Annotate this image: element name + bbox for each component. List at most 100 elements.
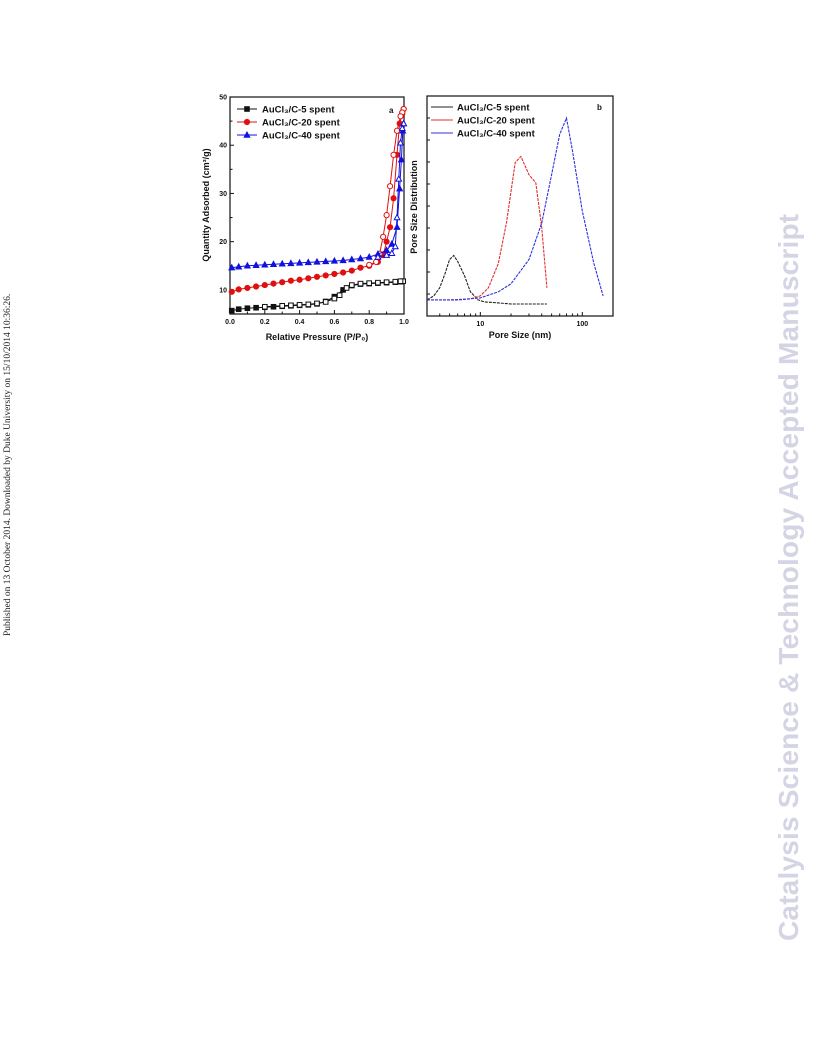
adsorption-point bbox=[253, 283, 260, 290]
desorption-point bbox=[386, 183, 394, 190]
desorption-point bbox=[343, 285, 350, 291]
desorption-point bbox=[314, 300, 320, 307]
x-tick-label-a: 0.8 bbox=[364, 319, 374, 326]
legend-label: AuCl₃/C-20 spent bbox=[262, 118, 341, 129]
desorption-point bbox=[366, 280, 372, 286]
desorption-point bbox=[357, 280, 364, 287]
desorption-point bbox=[388, 249, 396, 256]
desorption-point bbox=[296, 302, 303, 308]
desorption-point bbox=[373, 258, 380, 266]
legend-label: AuCl₃/C-5 spent bbox=[262, 105, 335, 116]
desorption-point bbox=[366, 261, 373, 268]
adsorption-point bbox=[235, 262, 243, 270]
axis-ticks-a: 0.0 0.2 0.4 0.6 0.8 1.0 10 20 30 40 50 bbox=[219, 95, 409, 327]
adsorption-point bbox=[235, 286, 242, 293]
panel-label-a: a bbox=[389, 106, 394, 115]
adsorption-point bbox=[313, 273, 321, 280]
adsorption-point bbox=[305, 275, 312, 282]
adsorption-point bbox=[295, 258, 304, 266]
adsorption-point bbox=[244, 305, 251, 312]
adsorption-point bbox=[386, 224, 394, 231]
desorption-point bbox=[380, 233, 387, 240]
desorption-point bbox=[331, 295, 338, 302]
y-axis-label-a: Quantity Adsorbed (cm³/g) bbox=[201, 148, 211, 261]
y-tick-label-a: 20 bbox=[219, 239, 227, 246]
distribution-line bbox=[426, 254, 547, 305]
desorption-point bbox=[305, 301, 312, 308]
adsorption-point bbox=[313, 257, 321, 265]
x-axis-label-a: Relative Pressure (P/P₀) bbox=[266, 332, 369, 342]
legend-label: AuCl₃/C-5 spent bbox=[457, 103, 530, 114]
adsorption-point bbox=[322, 257, 330, 265]
adsorption-point bbox=[356, 254, 365, 262]
adsorption-point bbox=[339, 256, 347, 264]
adsorption-point bbox=[270, 280, 277, 287]
adsorption-point bbox=[357, 264, 364, 271]
desorption-point bbox=[288, 302, 294, 309]
adsorption-point bbox=[261, 260, 269, 268]
adsorption-point bbox=[296, 276, 303, 283]
legend-label: AuCl₃/C-40 spent bbox=[457, 129, 536, 140]
chart-panel-a: 0.0 0.2 0.4 0.6 0.8 1.0 10 20 30 40 50 AuCl₃/C-5 s… bbox=[201, 95, 409, 343]
y-tick-label-a: 30 bbox=[219, 191, 227, 198]
adsorption-point bbox=[340, 269, 347, 276]
desorption-point bbox=[396, 138, 405, 146]
adsorption-point bbox=[279, 279, 286, 286]
x-tick-label-a: 0.0 bbox=[225, 319, 235, 326]
x-tick-label-a: 0.2 bbox=[260, 319, 270, 326]
adsorption-line bbox=[231, 123, 405, 269]
desorption-point bbox=[322, 299, 329, 305]
desorption-point bbox=[382, 251, 391, 258]
x-tick-label-b: 10 bbox=[476, 321, 484, 328]
adsorption-point bbox=[228, 263, 236, 271]
adsorption-point bbox=[388, 240, 396, 247]
desorption-point bbox=[398, 124, 406, 132]
adsorption-point bbox=[396, 184, 404, 192]
adsorption-point bbox=[228, 307, 235, 314]
adsorption-point bbox=[348, 267, 355, 274]
x-axis-label-b: Pore Size (nm) bbox=[489, 330, 552, 340]
y-tick-label-a: 10 bbox=[219, 287, 227, 294]
adsorption-point bbox=[304, 258, 312, 266]
adsorption-point bbox=[287, 259, 295, 267]
adsorption-point bbox=[252, 261, 260, 268]
adsorption-point bbox=[278, 259, 286, 267]
desorption-point bbox=[383, 279, 390, 285]
desorption-point bbox=[393, 213, 401, 221]
axis-ticks-b: 10 100 bbox=[427, 117, 614, 328]
adsorption-point bbox=[253, 304, 259, 311]
x-tick-label-a: 0.4 bbox=[295, 319, 305, 326]
desorption-point bbox=[279, 303, 285, 309]
adsorption-point bbox=[390, 195, 397, 202]
desorption-point bbox=[375, 279, 381, 286]
adsorption-point bbox=[331, 270, 338, 278]
desorption-point bbox=[395, 174, 403, 182]
x-tick-label-a: 0.6 bbox=[330, 319, 340, 326]
y-axis-label-b: Pore Size Distribution bbox=[409, 160, 419, 254]
x-tick-label-b: 100 bbox=[576, 321, 588, 328]
legend-a: AuCl₃/C-5 spent AuCl₃/C-20 spent AuCl₃/C-4… bbox=[237, 105, 341, 142]
y-tick-label-a: 50 bbox=[219, 95, 227, 102]
adsorption-point bbox=[243, 261, 252, 269]
adsorption-point bbox=[322, 272, 329, 279]
adsorption-point bbox=[330, 256, 339, 264]
legend-label: AuCl₃/C-20 spent bbox=[457, 116, 536, 127]
distribution-line bbox=[427, 116, 604, 301]
distribution-line bbox=[427, 155, 548, 301]
adsorption-point bbox=[244, 284, 251, 292]
adsorption-point bbox=[383, 238, 390, 245]
y-tick-label-a: 40 bbox=[219, 143, 227, 150]
x-tick-label-a: 1.0 bbox=[399, 319, 409, 326]
desorption-point bbox=[349, 282, 355, 288]
adsorption-point bbox=[269, 260, 278, 268]
legend-swatch-marker bbox=[243, 118, 251, 126]
adsorption-point bbox=[348, 255, 356, 263]
legend-swatch-marker bbox=[244, 106, 250, 112]
legend-label: AuCl₃/C-40 spent bbox=[262, 131, 341, 142]
legend-b: AuCl₃/C-5 spent AuCl₃/C-20 spent AuCl₃/C-4… bbox=[431, 103, 536, 140]
desorption-point bbox=[374, 253, 382, 260]
adsorption-point bbox=[235, 306, 242, 312]
adsorption-point bbox=[228, 288, 235, 295]
